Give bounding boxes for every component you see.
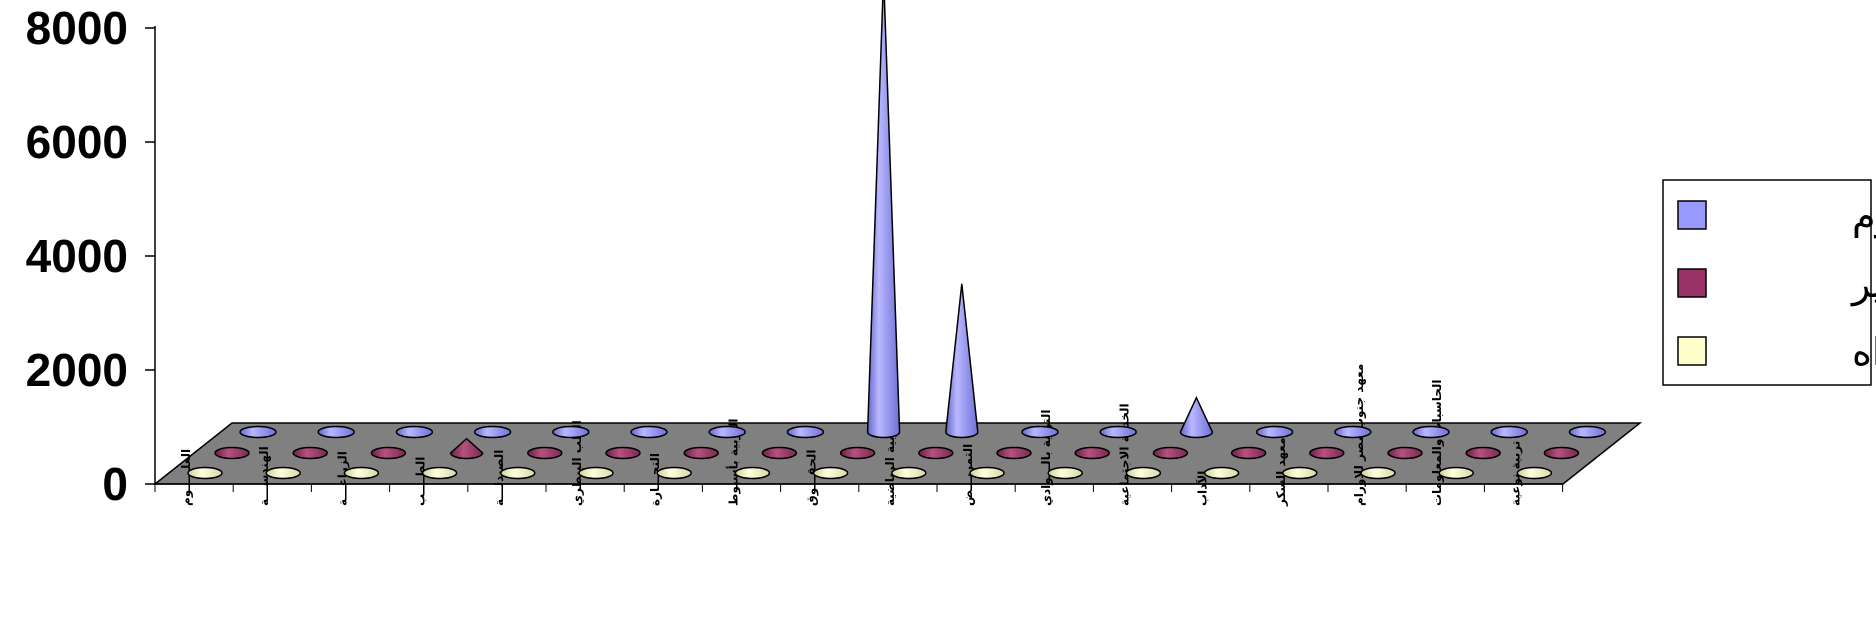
base-disc-mark	[708, 425, 746, 439]
base-disc-mark	[683, 446, 719, 460]
base-disc-mark	[1309, 446, 1345, 460]
base-disc-mark	[1490, 425, 1528, 439]
cone-mark	[1179, 396, 1214, 439]
base-disc-mark	[1047, 466, 1083, 480]
base-disc-mark	[578, 466, 614, 480]
base-disc-mark	[500, 466, 536, 480]
x-tick-label: الصيدلـــة	[492, 450, 506, 506]
base-disc-mark	[1203, 466, 1240, 480]
cone-mark	[866, 0, 901, 439]
x-tick-label: الهندســـة	[257, 446, 271, 506]
base-disc-mark	[1125, 466, 1162, 480]
base-disc-mark	[395, 425, 434, 439]
x-tick-label: التجـــارة	[648, 453, 662, 506]
base-disc-mark	[630, 425, 668, 439]
x-tick-label: الحاسبات والمعلومات	[1430, 379, 1445, 506]
x-tick-label: الحقـــوق	[805, 450, 820, 506]
base-disc-mark	[605, 446, 641, 460]
base-disc-mark	[891, 466, 927, 480]
base-disc-mark	[786, 425, 825, 439]
base-disc-mark	[421, 466, 458, 480]
base-disc-mark	[473, 425, 512, 439]
base-disc-mark	[1387, 446, 1423, 460]
base-disc-mark	[1255, 425, 1294, 439]
base-disc-mark	[1543, 446, 1580, 460]
base-disc-mark	[1516, 466, 1553, 480]
base-disc-mark	[1230, 446, 1267, 460]
base-disc-mark	[1152, 446, 1189, 460]
legend-swatch	[1677, 336, 1707, 366]
y-tick-label: 2000	[26, 344, 128, 396]
base-disc-mark	[969, 466, 1005, 480]
x-tick-label: الطــــب	[414, 457, 428, 506]
x-tick-label: التمريـــض	[961, 444, 975, 506]
base-disc-mark	[1099, 425, 1137, 439]
base-disc-mark	[265, 466, 301, 480]
base-disc-mark	[1282, 466, 1318, 480]
cone-mark	[945, 283, 979, 439]
base-disc-mark	[239, 425, 277, 439]
legend-swatch	[1677, 200, 1707, 230]
y-tick-label: 8000	[26, 2, 128, 54]
base-disc-mark	[527, 446, 563, 460]
legend-label: دكتوراه	[1852, 330, 1876, 375]
y-tick-label: 4000	[26, 230, 128, 282]
base-disc-mark	[370, 446, 407, 460]
base-disc-mark	[214, 446, 250, 460]
legend-label: ماجستير	[1850, 262, 1876, 307]
base-disc-mark	[839, 446, 876, 460]
legend-label: دبلـوم	[1852, 194, 1876, 239]
base-disc-mark	[1021, 425, 1059, 439]
base-disc-mark	[734, 466, 771, 480]
base-disc-mark	[656, 466, 692, 480]
legend-swatch	[1677, 268, 1707, 298]
base-disc-mark	[918, 446, 954, 460]
chart-marks	[187, 0, 1607, 480]
base-disc-mark	[343, 466, 380, 480]
base-disc-mark	[187, 466, 223, 480]
base-disc-mark	[1438, 466, 1474, 480]
x-tick-label: التربية بالـــوادي	[1039, 410, 1054, 506]
y-tick-label: 6000	[26, 116, 128, 168]
base-disc-mark	[1334, 425, 1372, 439]
base-disc-mark	[996, 446, 1032, 460]
base-disc-mark	[292, 446, 328, 460]
x-axis-ticks: العلـــــوم الهندســـة الزراعـــة الطــــب ا…	[154, 364, 1564, 507]
y-tick-label: 0	[102, 458, 128, 510]
x-tick-label: تربية نوعية	[1508, 441, 1523, 506]
x-tick-label: الخدمة الاجتماعية	[1117, 403, 1131, 506]
x-tick-label: الزراعـــة	[335, 451, 349, 506]
x-tick-label: التربية بأسيوط	[725, 418, 741, 506]
base-disc-mark	[812, 466, 849, 480]
x-tick-label: الطب البيطري	[570, 420, 584, 506]
base-disc-mark	[552, 425, 590, 439]
base-disc-mark	[1412, 425, 1450, 439]
x-tick-label: معهد السكر	[1274, 437, 1288, 507]
x-tick-label: العلـــــوم	[179, 449, 194, 506]
cone-mark	[449, 437, 484, 460]
base-disc-mark	[1360, 466, 1396, 480]
y-axis-ticks: 0 2000 4000 6000 8000	[26, 2, 155, 510]
base-disc-mark	[1568, 425, 1607, 439]
base-disc-mark	[317, 425, 355, 439]
x-tick-label: الآداب	[1196, 471, 1210, 506]
base-disc-mark	[761, 446, 798, 460]
base-disc-mark	[1074, 446, 1110, 460]
legend: دبلـوم ماجستير دكتوراه	[1662, 179, 1876, 386]
base-disc-mark	[1465, 446, 1501, 460]
